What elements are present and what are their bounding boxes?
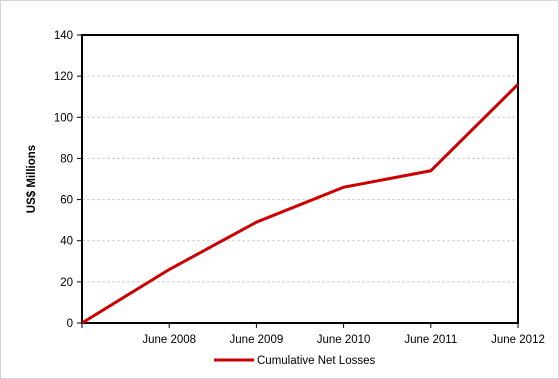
y-tick-label: 0 [67, 318, 73, 330]
y-tick-label: 60 [60, 195, 73, 207]
x-tick-label: June 2008 [142, 334, 196, 346]
y-tick-label: 20 [60, 277, 73, 289]
legend-label: Cumulative Net Losses [257, 355, 375, 367]
y-tick-label: 40 [60, 236, 73, 248]
y-tick-label: 80 [60, 153, 73, 165]
y-axis-label: US$ Millions [26, 145, 38, 213]
y-axis-ticks: 0 20 40 60 80 100 120 140 [54, 30, 82, 330]
gridlines [82, 75, 518, 283]
legend: Cumulative Net Losses [214, 355, 375, 367]
y-tick-label: 140 [54, 30, 73, 42]
plot-area [81, 34, 519, 324]
y-tick-label: 120 [54, 71, 73, 83]
x-tick-label: June 2010 [317, 334, 371, 346]
y-tick-label: 100 [54, 112, 73, 124]
x-tick-label: June 2009 [230, 334, 284, 346]
x-axis-ticks: June 2008 June 2009 June 2010 June 2011 June… [81, 323, 545, 346]
series-lines [81, 83, 520, 325]
x-tick-label: June 2012 [491, 334, 545, 346]
series-line [81, 83, 520, 325]
x-tick-label: June 2011 [404, 334, 457, 346]
